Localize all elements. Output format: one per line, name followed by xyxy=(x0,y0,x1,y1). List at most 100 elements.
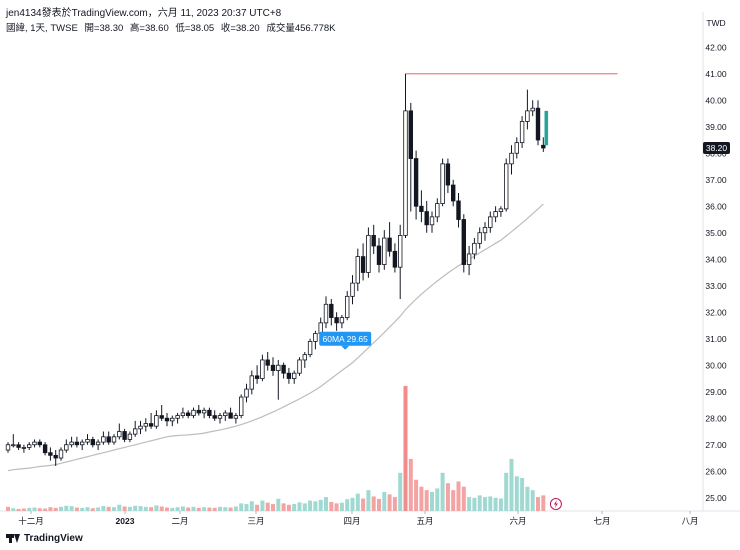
candle xyxy=(387,222,392,257)
volume-bar xyxy=(228,507,233,511)
candle xyxy=(260,354,265,382)
candle-body xyxy=(281,364,286,374)
candle-body xyxy=(122,431,127,440)
candle xyxy=(477,227,482,249)
volume-bar xyxy=(414,479,419,511)
candle xyxy=(541,137,546,152)
candle xyxy=(254,365,260,384)
candle xyxy=(37,439,42,448)
volume-bar xyxy=(366,490,371,511)
candle-body xyxy=(127,433,133,440)
candle-body xyxy=(90,439,95,446)
volume-bar xyxy=(127,506,132,511)
candle xyxy=(509,145,514,175)
candle xyxy=(58,447,64,461)
candle xyxy=(111,434,117,445)
candle-body xyxy=(217,415,223,419)
candle xyxy=(138,420,143,435)
candle xyxy=(80,439,85,451)
volume-bar xyxy=(514,476,519,511)
x-tick-label: 八月 xyxy=(681,516,698,526)
volume-bar xyxy=(350,497,355,511)
candle-body xyxy=(16,444,21,448)
candle xyxy=(270,357,276,376)
ma60-line xyxy=(7,203,544,472)
y-tick-label: 35.00 xyxy=(705,228,727,238)
x-tick-label: 十二月 xyxy=(18,516,44,526)
candle-body xyxy=(413,158,419,207)
candle-body xyxy=(175,415,180,419)
volume-bar xyxy=(239,503,244,511)
candle-body xyxy=(297,359,302,374)
candle xyxy=(21,444,27,453)
candle-body xyxy=(456,200,461,220)
candle xyxy=(95,439,101,451)
candle-body xyxy=(366,234,371,273)
volume-bar xyxy=(85,507,90,511)
candle xyxy=(26,442,32,451)
candle-body xyxy=(238,396,244,416)
candle xyxy=(440,158,445,207)
low-value: 低=38.05 xyxy=(175,23,215,34)
candle xyxy=(313,330,318,350)
candle xyxy=(488,211,493,233)
candle-body xyxy=(291,372,297,379)
candle-body xyxy=(254,375,260,379)
candle xyxy=(435,198,440,223)
y-tick-label: 32.00 xyxy=(705,307,727,317)
brand-label: TradingView xyxy=(24,533,83,544)
candle xyxy=(249,370,254,395)
candle xyxy=(376,238,382,273)
candle-body xyxy=(249,375,254,390)
candle-body xyxy=(53,454,58,459)
volume-bar xyxy=(324,497,328,511)
candle xyxy=(535,100,541,146)
candle-body xyxy=(350,282,355,297)
volume-bar xyxy=(286,504,291,511)
open-value: 開=38.30 xyxy=(84,23,124,34)
volume-bar xyxy=(398,472,403,511)
candle xyxy=(350,275,355,305)
candle xyxy=(48,447,53,461)
candle xyxy=(117,423,122,440)
x-tick-label: 2023 xyxy=(116,516,135,526)
candle xyxy=(16,442,21,451)
candle xyxy=(170,415,175,427)
volume-bar xyxy=(382,491,387,511)
volume-bar xyxy=(302,503,307,511)
candle xyxy=(196,405,201,416)
candle xyxy=(450,179,456,207)
volume-bar xyxy=(541,495,546,511)
candle-body xyxy=(482,227,488,234)
volume-bar xyxy=(318,499,323,511)
volume-bar xyxy=(207,507,212,511)
candle-body xyxy=(244,388,249,398)
candle-body xyxy=(95,441,101,446)
volume-bar xyxy=(43,508,48,511)
volume-bar xyxy=(408,458,413,511)
candle-body xyxy=(307,340,313,356)
volume-bar xyxy=(191,506,196,511)
volume-bar xyxy=(329,501,334,511)
volume-bars xyxy=(6,386,546,511)
volume-bar xyxy=(430,491,434,511)
price-axis[interactable]: TWD 25.00 26.00 27.00 28.00 29.00 30.00 31.00 32… xyxy=(705,18,727,503)
candle-body xyxy=(440,163,445,205)
candle-body xyxy=(74,441,80,446)
ma-badge xyxy=(319,331,372,346)
candle xyxy=(207,407,212,419)
y-tick-label: 29.00 xyxy=(705,387,727,397)
time-axis[interactable]: 十二月 2023 二月 三月 四月 五月 六月 七月 八月 xyxy=(18,511,699,526)
volume-bar xyxy=(419,486,424,511)
candle-body xyxy=(403,110,408,236)
candle xyxy=(5,442,11,453)
ma-badge-pointer xyxy=(341,345,350,350)
footer-brand[interactable]: TradingView xyxy=(6,533,83,544)
candle xyxy=(143,418,148,432)
volume-bar xyxy=(90,508,95,511)
candle-body xyxy=(154,415,159,427)
volume-bar xyxy=(308,500,313,511)
candle-body xyxy=(212,415,217,419)
volume-bar xyxy=(339,502,344,511)
